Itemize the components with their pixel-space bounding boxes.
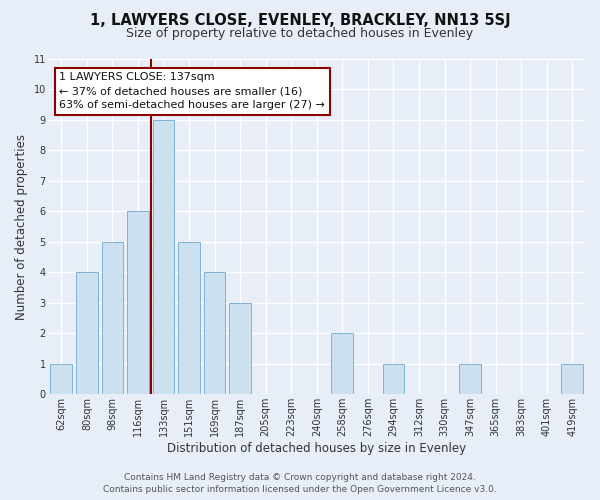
Bar [331,334,353,394]
Bar [76,272,98,394]
Text: 1 LAWYERS CLOSE: 137sqm
← 37% of detached houses are smaller (16)
63% of semi-de: 1 LAWYERS CLOSE: 137sqm ← 37% of detache… [59,72,325,110]
Bar [152,120,175,394]
Bar [229,303,251,394]
X-axis label: Distribution of detached houses by size in Evenley: Distribution of detached houses by size … [167,442,466,455]
Text: 1, LAWYERS CLOSE, EVENLEY, BRACKLEY, NN13 5SJ: 1, LAWYERS CLOSE, EVENLEY, BRACKLEY, NN1… [89,12,511,28]
Bar [50,364,72,394]
Bar [383,364,404,394]
Bar [178,242,200,394]
Bar [101,242,123,394]
Y-axis label: Number of detached properties: Number of detached properties [15,134,28,320]
Bar [459,364,481,394]
Bar [204,272,226,394]
Bar [562,364,583,394]
Text: Contains HM Land Registry data © Crown copyright and database right 2024.
Contai: Contains HM Land Registry data © Crown c… [103,472,497,494]
Text: Size of property relative to detached houses in Evenley: Size of property relative to detached ho… [127,28,473,40]
Bar [127,212,149,394]
